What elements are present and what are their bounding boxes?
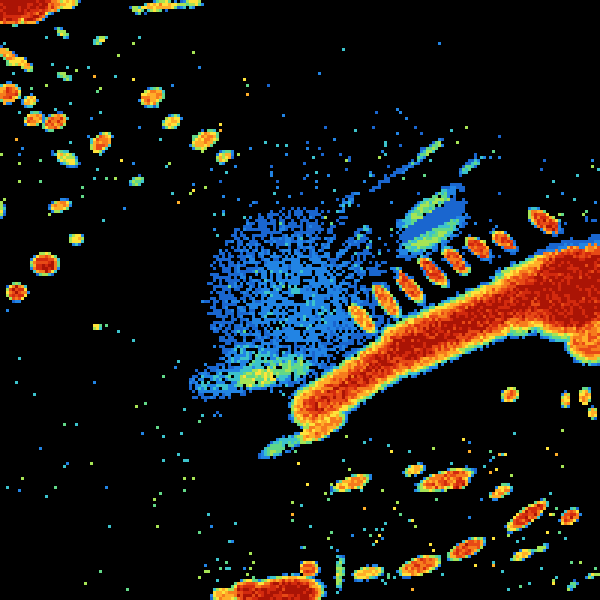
radar-reflectivity-canvas (0, 0, 600, 600)
radar-display (0, 0, 600, 600)
